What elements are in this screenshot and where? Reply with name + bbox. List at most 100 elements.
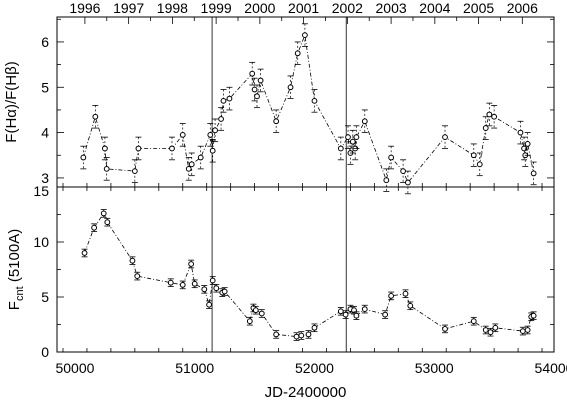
- data-point: [470, 152, 477, 159]
- y-tick-label: 5: [41, 289, 49, 305]
- year-tick-label: 2002: [332, 0, 363, 16]
- data-point: [492, 324, 499, 331]
- year-tick-label: 2005: [463, 0, 494, 16]
- data-point: [91, 224, 98, 231]
- data-point: [442, 134, 448, 141]
- data-point: [167, 279, 174, 286]
- y-tick-label: 4: [41, 125, 49, 141]
- series-connector-line: [82, 33, 534, 184]
- x-axis-label: JD-2400000: [265, 384, 347, 401]
- y-tick-label: 3: [41, 170, 49, 186]
- data-point: [311, 324, 318, 331]
- y-label-subscript: cnt: [14, 286, 26, 301]
- series-connector-line: [84, 212, 534, 338]
- data-point: [179, 131, 186, 138]
- x-tick-label: 54000: [535, 360, 567, 376]
- year-tick-label: 2004: [419, 0, 450, 16]
- data-point: [517, 129, 524, 136]
- data-point: [349, 138, 356, 145]
- bottom-plot-frame: [56, 186, 555, 353]
- data-point: [131, 168, 138, 175]
- data-point: [337, 308, 344, 315]
- year-tick-label: 2000: [244, 0, 275, 16]
- data-point: [345, 134, 351, 141]
- data-point: [226, 95, 233, 102]
- x-tick-label: 50000: [55, 360, 94, 376]
- year-tick-label: 2001: [288, 0, 319, 16]
- data-point: [273, 118, 280, 125]
- data-point: [246, 318, 253, 325]
- data-point: [482, 327, 489, 333]
- data-point: [287, 84, 294, 91]
- y-axis-label-top: F(Hα)/F(Hβ): [3, 61, 20, 142]
- data-point: [252, 307, 259, 314]
- data-point: [302, 32, 308, 39]
- data-point: [80, 154, 87, 161]
- data-point: [519, 328, 526, 335]
- data-point: [524, 141, 531, 147]
- data-point: [298, 332, 305, 339]
- data-point: [491, 113, 498, 120]
- data-point: [185, 165, 192, 172]
- data-point: [81, 250, 88, 256]
- data-point: [402, 290, 409, 297]
- data-point: [179, 282, 186, 288]
- data-point: [209, 147, 216, 154]
- data-point: [294, 50, 301, 57]
- data-point: [213, 285, 220, 292]
- data-point: [383, 177, 390, 184]
- data-point: [212, 127, 218, 134]
- data-point: [206, 301, 212, 308]
- data-point: [361, 306, 368, 313]
- data-point: [342, 311, 349, 318]
- data-point: [524, 327, 531, 333]
- data-point: [476, 161, 483, 168]
- data-point: [134, 273, 141, 280]
- y-tick-label: 6: [41, 34, 49, 50]
- y-tick-label: 5: [41, 79, 49, 95]
- data-point: [209, 277, 216, 284]
- data-point: [207, 131, 214, 138]
- data-point: [530, 170, 537, 177]
- data-point: [351, 307, 357, 314]
- data-point: [404, 179, 411, 186]
- data-point: [220, 97, 227, 104]
- data-point: [388, 154, 395, 161]
- data-point: [135, 145, 142, 152]
- x-tick-label: 53000: [415, 360, 454, 376]
- data-point: [470, 318, 477, 325]
- data-point: [257, 77, 264, 84]
- data-point: [442, 326, 448, 332]
- data-point: [254, 93, 260, 100]
- year-tick-label: 1997: [113, 0, 144, 16]
- data-point: [407, 302, 414, 309]
- data-point: [191, 280, 198, 287]
- data-point: [273, 331, 280, 338]
- balmer-decrement-panel: 1996 1997 1998 1999 2000 2001 2002 2003 2004 2005…: [3, 0, 555, 352]
- year-tick-label: 1998: [157, 0, 188, 16]
- data-point: [311, 97, 318, 104]
- data-point: [521, 145, 527, 152]
- y-axis-label-bottom: Fcnt (5100A): [6, 229, 26, 310]
- data-point: [305, 331, 312, 338]
- data-point: [530, 312, 537, 319]
- data-point: [92, 113, 99, 120]
- year-tick-label: 1999: [201, 0, 232, 16]
- data-point: [482, 125, 489, 131]
- data-point: [353, 312, 360, 319]
- data-point: [100, 210, 107, 217]
- data-point: [197, 154, 204, 161]
- x-tick-label: 52000: [295, 360, 334, 376]
- y-tick-label: 10: [33, 234, 49, 250]
- data-point: [201, 286, 208, 293]
- data-point: [361, 118, 368, 125]
- data-point: [251, 86, 258, 93]
- data-point: [353, 134, 360, 141]
- x-tick-label: 51000: [175, 360, 214, 376]
- data-point: [218, 116, 224, 122]
- y-tick-label: 0: [41, 344, 49, 360]
- year-tick-label: 2003: [376, 0, 407, 16]
- data-point: [388, 293, 395, 299]
- data-point: [487, 329, 494, 336]
